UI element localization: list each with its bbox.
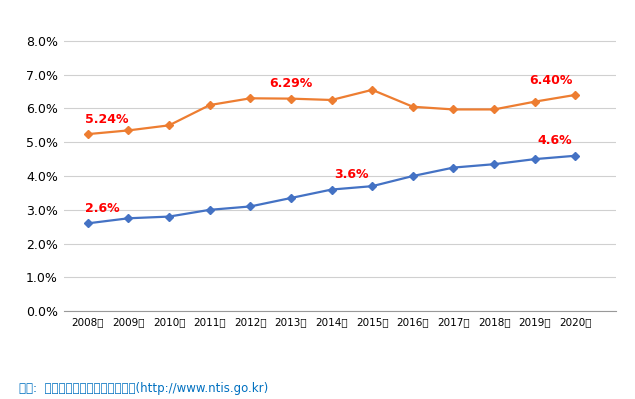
Text: 3.6%: 3.6% <box>335 168 369 181</box>
Text: 6.40%: 6.40% <box>529 73 573 87</box>
Text: 자료:  국가과학기술지식정보서비스(http://www.ntis.go.kr): 자료: 국가과학기술지식정보서비스(http://www.ntis.go.kr) <box>19 382 269 395</box>
Text: 6.29%: 6.29% <box>269 77 312 90</box>
Legend: 제조업 R&D집약도, 민간 의약품기업 R&D집약도: 제조업 R&D집약도, 민간 의약품기업 R&D집약도 <box>206 398 474 399</box>
Text: 2.6%: 2.6% <box>85 202 120 215</box>
Text: 4.6%: 4.6% <box>538 134 573 147</box>
Text: 5.24%: 5.24% <box>85 113 129 126</box>
